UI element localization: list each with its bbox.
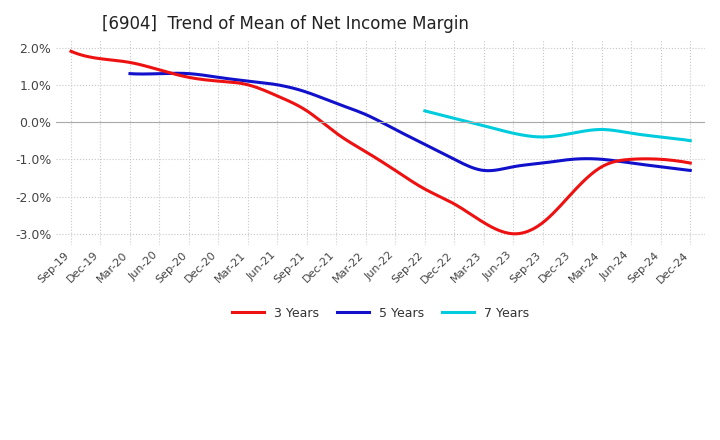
7 Years bbox=[420, 108, 429, 114]
5 Years bbox=[173, 70, 181, 76]
3 Years bbox=[510, 231, 518, 236]
7 Years bbox=[583, 128, 592, 133]
7 Years bbox=[644, 133, 653, 138]
7 Years bbox=[577, 129, 586, 134]
5 Years bbox=[459, 161, 468, 166]
7 Years bbox=[421, 109, 430, 114]
5 Years bbox=[637, 162, 646, 167]
Line: 7 Years: 7 Years bbox=[425, 111, 690, 141]
5 Years bbox=[484, 168, 492, 173]
5 Years bbox=[686, 168, 695, 173]
7 Years bbox=[686, 138, 695, 143]
5 Years bbox=[470, 166, 479, 171]
7 Years bbox=[661, 135, 670, 140]
3 Years bbox=[436, 194, 444, 199]
Line: 3 Years: 3 Years bbox=[71, 51, 690, 234]
5 Years bbox=[127, 71, 136, 77]
Line: 5 Years: 5 Years bbox=[130, 73, 690, 171]
Legend: 3 Years, 5 Years, 7 Years: 3 Years, 5 Years, 7 Years bbox=[228, 302, 534, 325]
3 Years bbox=[590, 169, 599, 174]
5 Years bbox=[602, 157, 611, 162]
3 Years bbox=[686, 160, 695, 165]
Text: [6904]  Trend of Mean of Net Income Margin: [6904] Trend of Mean of Net Income Margi… bbox=[102, 15, 469, 33]
5 Years bbox=[125, 71, 134, 76]
3 Years bbox=[68, 50, 77, 55]
3 Years bbox=[630, 157, 639, 162]
3 Years bbox=[67, 49, 76, 54]
3 Years bbox=[446, 199, 454, 204]
7 Years bbox=[579, 128, 588, 134]
3 Years bbox=[433, 193, 442, 198]
5 Years bbox=[461, 162, 469, 167]
